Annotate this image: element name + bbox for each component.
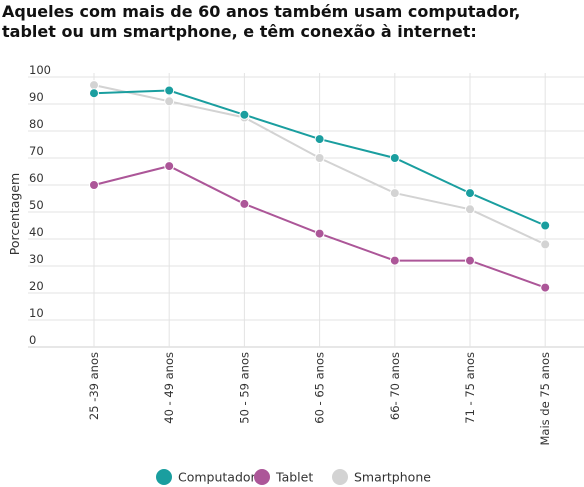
data-point-smartphone xyxy=(164,96,175,107)
grid-lines xyxy=(28,73,584,348)
data-point-computador xyxy=(314,134,325,145)
data-point-tablet xyxy=(89,180,99,190)
y-tick-label: 50 xyxy=(29,198,44,212)
legend-marker-computador xyxy=(156,469,172,485)
legend-label-tablet: Tablet xyxy=(275,470,313,485)
data-point-tablet xyxy=(540,282,551,293)
legend: Computador Tablet Smartphone xyxy=(156,469,431,485)
data-point-smartphone xyxy=(389,188,400,199)
y-tick-label: 70 xyxy=(29,144,44,158)
data-point-smartphone xyxy=(314,153,325,163)
data-point-computador xyxy=(389,153,400,163)
data-point-computador xyxy=(164,85,175,96)
y-tick-label: 30 xyxy=(29,252,44,266)
legend-label-smartphone: Smartphone xyxy=(354,470,431,485)
data-point-tablet xyxy=(314,228,325,239)
data-point-smartphone xyxy=(465,204,475,215)
legend-marker-smartphone xyxy=(332,469,348,485)
series-points xyxy=(89,80,551,293)
data-point-tablet xyxy=(164,161,175,172)
x-tick-label: Mais de 75 anos xyxy=(538,352,552,446)
data-point-tablet xyxy=(239,198,250,209)
legend-label-computador: Computador xyxy=(178,470,257,485)
chart-title: Aqueles com mais de 60 anos também usam … xyxy=(2,2,521,41)
y-axis-label: Porcentagem xyxy=(7,173,22,255)
y-tick-label: 10 xyxy=(29,306,44,320)
legend-marker-tablet xyxy=(254,469,270,485)
y-tick-label: 90 xyxy=(29,90,44,104)
x-tick-label: 25 -39 anos xyxy=(87,352,101,420)
data-point-computador xyxy=(465,188,475,199)
data-point-smartphone xyxy=(540,239,551,250)
y-tick-label: 40 xyxy=(29,225,44,239)
x-tick-label: 71 - 75 anos xyxy=(463,352,477,424)
y-axis-ticks: 0 10 20 30 40 50 60 70 80 90 100 xyxy=(29,63,51,347)
x-tick-label: 40 - 49 anos xyxy=(162,352,176,424)
data-point-tablet xyxy=(465,255,475,266)
data-point-computador xyxy=(239,109,250,120)
x-tick-label: 50 - 59 anos xyxy=(237,352,251,424)
y-tick-label: 80 xyxy=(29,117,44,131)
data-point-computador xyxy=(89,88,99,99)
data-point-computador xyxy=(540,220,551,231)
y-tick-label: 0 xyxy=(29,333,36,347)
y-tick-label: 60 xyxy=(29,171,44,185)
y-tick-label: 20 xyxy=(29,279,44,293)
x-axis-ticks: 25 -39 anos 40 - 49 anos 50 - 59 anos 60 - … xyxy=(87,352,552,446)
y-tick-label: 100 xyxy=(29,63,51,77)
x-tick-label: 60 - 65 anos xyxy=(313,352,327,424)
data-point-tablet xyxy=(389,255,400,266)
x-tick-label: 66- 70 anos xyxy=(388,352,402,420)
